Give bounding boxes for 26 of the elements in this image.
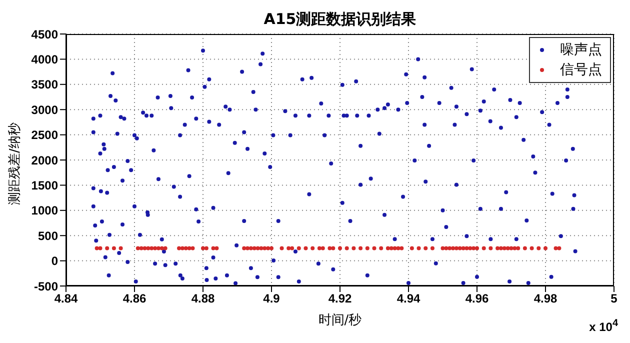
text: x 10$^{4}$ bbox=[589, 318, 618, 334]
y-tick-label: 2500 bbox=[31, 128, 58, 142]
y-tick-label: 3000 bbox=[31, 102, 58, 117]
x-tick-label: 5 bbox=[610, 292, 618, 306]
y-tick-label: 4500 bbox=[31, 27, 58, 42]
x-tick-label: 4.92 bbox=[328, 292, 352, 306]
x-tick-label: 4.88 bbox=[191, 292, 215, 306]
y-tick-label: 4000 bbox=[31, 52, 58, 66]
x-axis-title: 时间/秒 bbox=[318, 313, 362, 328]
x-tick-label: 4.98 bbox=[534, 292, 558, 306]
y-tick-label: 1500 bbox=[31, 178, 58, 192]
legend-label: 信号点 bbox=[560, 61, 602, 80]
chart-title: A15测距数据识别结果 bbox=[262, 10, 418, 29]
y-axis-title: 测距残差/纳秒 bbox=[8, 122, 23, 205]
x-tick-label: 4.96 bbox=[465, 292, 489, 306]
y-tick-label: 1000 bbox=[31, 204, 58, 218]
legend-label: 噪声点 bbox=[560, 41, 602, 60]
y-tick-label: 500 bbox=[38, 228, 58, 243]
x-tick-label: 4.86 bbox=[122, 292, 146, 306]
y-tick-label: 0 bbox=[51, 254, 58, 268]
x-tick-label: 4.84 bbox=[54, 292, 78, 306]
y-tick-label: 3500 bbox=[31, 78, 58, 92]
x-tick-label: 4.9 bbox=[263, 292, 280, 306]
y-tick-label: 2000 bbox=[31, 153, 58, 168]
y-tick-label: -500 bbox=[34, 279, 58, 294]
x-tick-label: 4.94 bbox=[396, 292, 420, 306]
